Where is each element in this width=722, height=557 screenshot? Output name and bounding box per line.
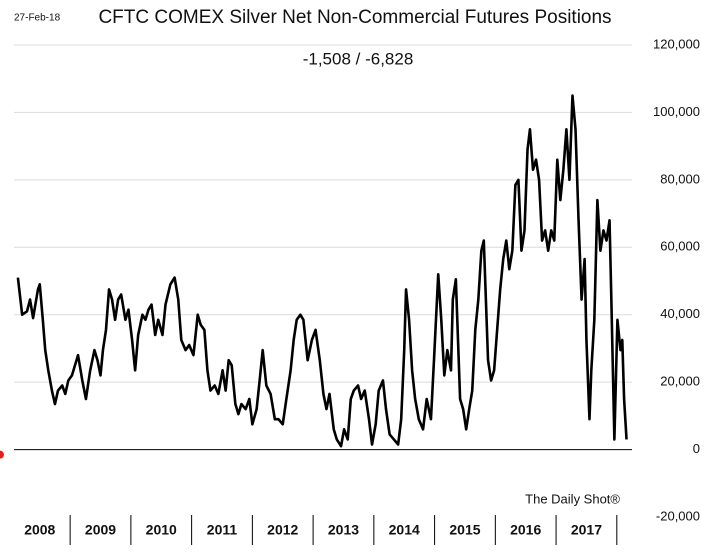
x-tick-label: 2014 bbox=[389, 522, 420, 538]
x-tick-label: 2017 bbox=[571, 522, 602, 538]
last-point bbox=[0, 450, 4, 459]
y-tick-label: -20,000 bbox=[656, 508, 700, 523]
chart-title: CFTC COMEX Silver Net Non-Commercial Fut… bbox=[98, 7, 611, 28]
date-label: 27-Feb-18 bbox=[14, 13, 61, 24]
y-tick-label: 120,000 bbox=[653, 36, 700, 51]
y-tick-label: 40,000 bbox=[660, 306, 700, 321]
y-tick-label: 80,000 bbox=[660, 171, 700, 186]
y-tick-label: 100,000 bbox=[653, 104, 700, 119]
x-tick-label: 2013 bbox=[328, 522, 359, 538]
y-tick-label: 20,000 bbox=[660, 374, 700, 389]
x-tick-label: 2012 bbox=[267, 522, 298, 538]
x-tick-label: 2011 bbox=[207, 522, 238, 538]
y-tick-label: 60,000 bbox=[660, 239, 700, 254]
y-tick-label: 0 bbox=[693, 441, 700, 456]
source-label: The Daily Shot® bbox=[525, 491, 620, 506]
x-tick-label: 2015 bbox=[449, 522, 480, 538]
x-tick-label: 2008 bbox=[24, 522, 55, 538]
chart-subtitle: -1,508 / -6,828 bbox=[303, 49, 414, 68]
x-tick-label: 2009 bbox=[85, 522, 116, 538]
x-tick-label: 2016 bbox=[510, 522, 541, 538]
x-tick-label: 2010 bbox=[146, 522, 177, 538]
data-line bbox=[16, 94, 628, 448]
